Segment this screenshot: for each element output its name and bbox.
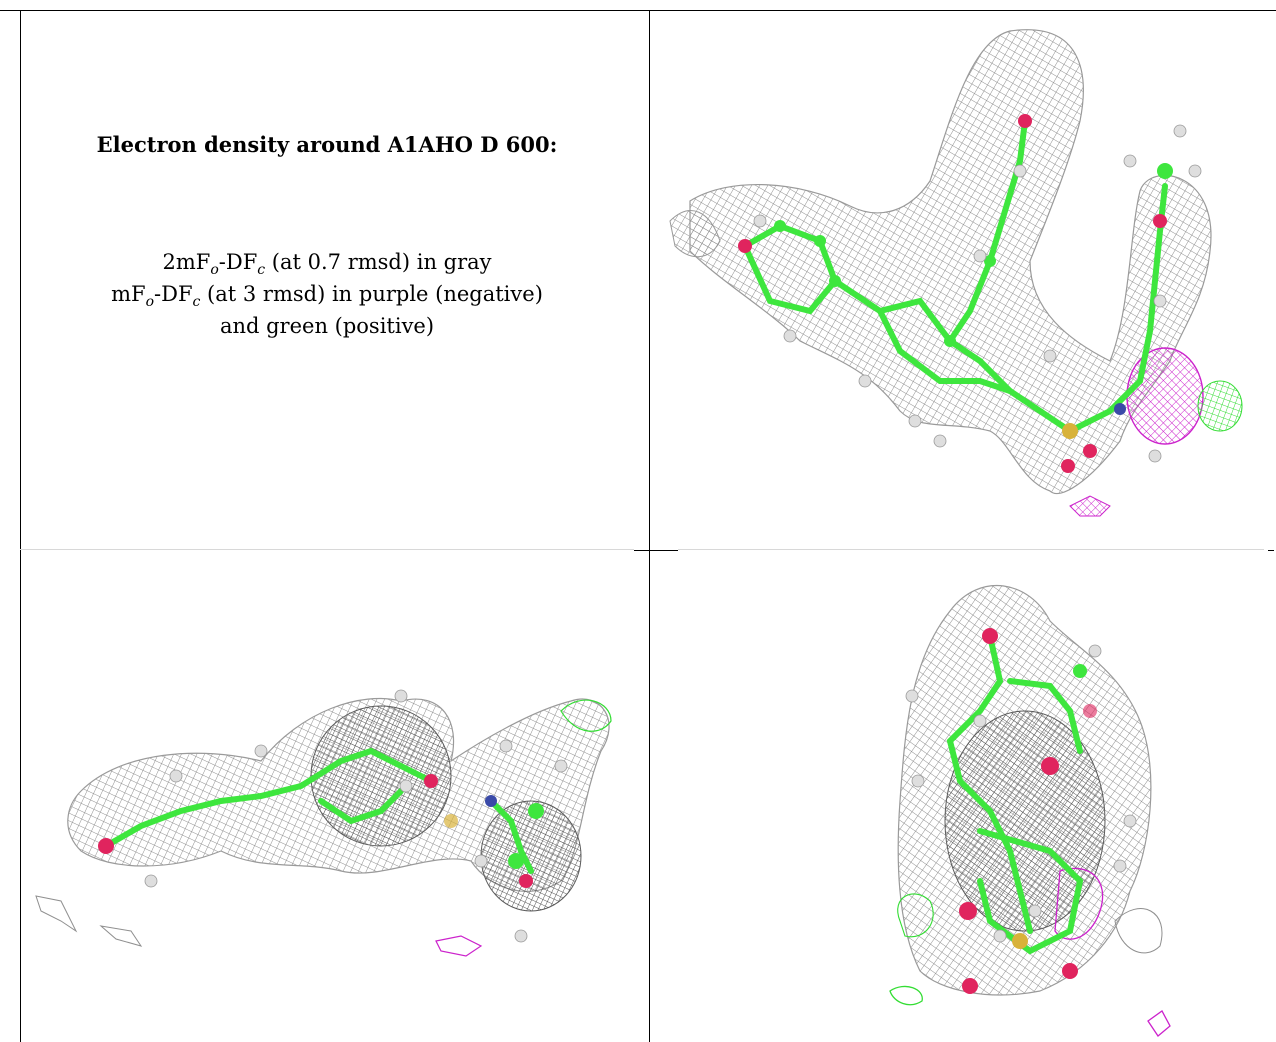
caption-text: 2mF xyxy=(162,250,211,274)
caption-text: (at 0.7 rmsd) in gray xyxy=(265,250,492,274)
caption-line-gray: 2mFo-DFc (at 0.7 rmsd) in gray xyxy=(20,248,634,284)
ligand-atoms xyxy=(98,774,544,888)
density-mesh-dark xyxy=(944,710,1106,932)
molecule-render-bottom-right xyxy=(889,585,1171,1037)
hydrogen-atoms xyxy=(905,644,1137,943)
density-mesh-dark xyxy=(310,705,452,847)
molecule-render-top-right xyxy=(669,29,1243,517)
ligand-bonds xyxy=(946,633,1084,955)
divider-top xyxy=(0,10,1276,11)
divider-tick-right xyxy=(1268,550,1274,551)
density-mesh-gray xyxy=(689,29,1212,495)
divider-middle-stub xyxy=(634,550,678,551)
positive-density-green-small xyxy=(889,985,923,1006)
caption-title: Electron density around A1AHO D 600: xyxy=(96,132,558,157)
negative-density-purple xyxy=(1126,347,1204,445)
molecule-render-bottom-left xyxy=(35,689,612,957)
caption-text: mF xyxy=(111,282,146,306)
caption-text: (at 3 rmsd) in purple (negative) xyxy=(200,282,543,306)
positive-density-green xyxy=(1197,380,1243,432)
caption-line-green: and green (positive) xyxy=(219,314,435,338)
positive-density-green xyxy=(560,699,612,732)
caption-text: -DF xyxy=(218,250,258,274)
hydrogen-atoms xyxy=(144,689,568,943)
caption-line-purple: mFo-DFc (at 3 rmsd) in purple (negative) xyxy=(20,280,634,316)
caption-text: -DF xyxy=(154,282,193,306)
negative-density-purple-small xyxy=(1147,1010,1171,1037)
positive-density-green xyxy=(897,893,934,938)
negative-density-purple xyxy=(1054,867,1104,940)
divider-left xyxy=(20,10,21,1042)
density-mesh-gray-fragment xyxy=(35,895,143,947)
negative-density-purple-small xyxy=(435,935,483,957)
caption-cell: Electron density around A1AHO D 600: 2mF… xyxy=(20,40,634,520)
density-mesh-gray-2 xyxy=(669,210,721,258)
view-bottom-left xyxy=(21,551,648,1042)
divider-middle-right xyxy=(678,549,1264,550)
view-bottom-right xyxy=(650,551,1276,1042)
ligand-bonds xyxy=(103,747,534,874)
divider-middle-left xyxy=(20,549,634,550)
caption-subscript: c xyxy=(257,262,266,279)
view-top-right xyxy=(650,11,1276,549)
caption-subscript: c xyxy=(192,294,201,311)
density-mesh-gray-fragment xyxy=(1114,908,1163,954)
divider-center xyxy=(649,10,650,1042)
ligand-atoms xyxy=(738,114,1173,473)
caption-subscript: o xyxy=(145,294,155,311)
density-mesh-dark-2 xyxy=(480,800,582,912)
caption-subscript: o xyxy=(210,262,219,279)
negative-density-purple-small xyxy=(1069,495,1111,517)
ligand-atoms xyxy=(959,628,1097,994)
hydrogen-atoms xyxy=(753,124,1202,463)
